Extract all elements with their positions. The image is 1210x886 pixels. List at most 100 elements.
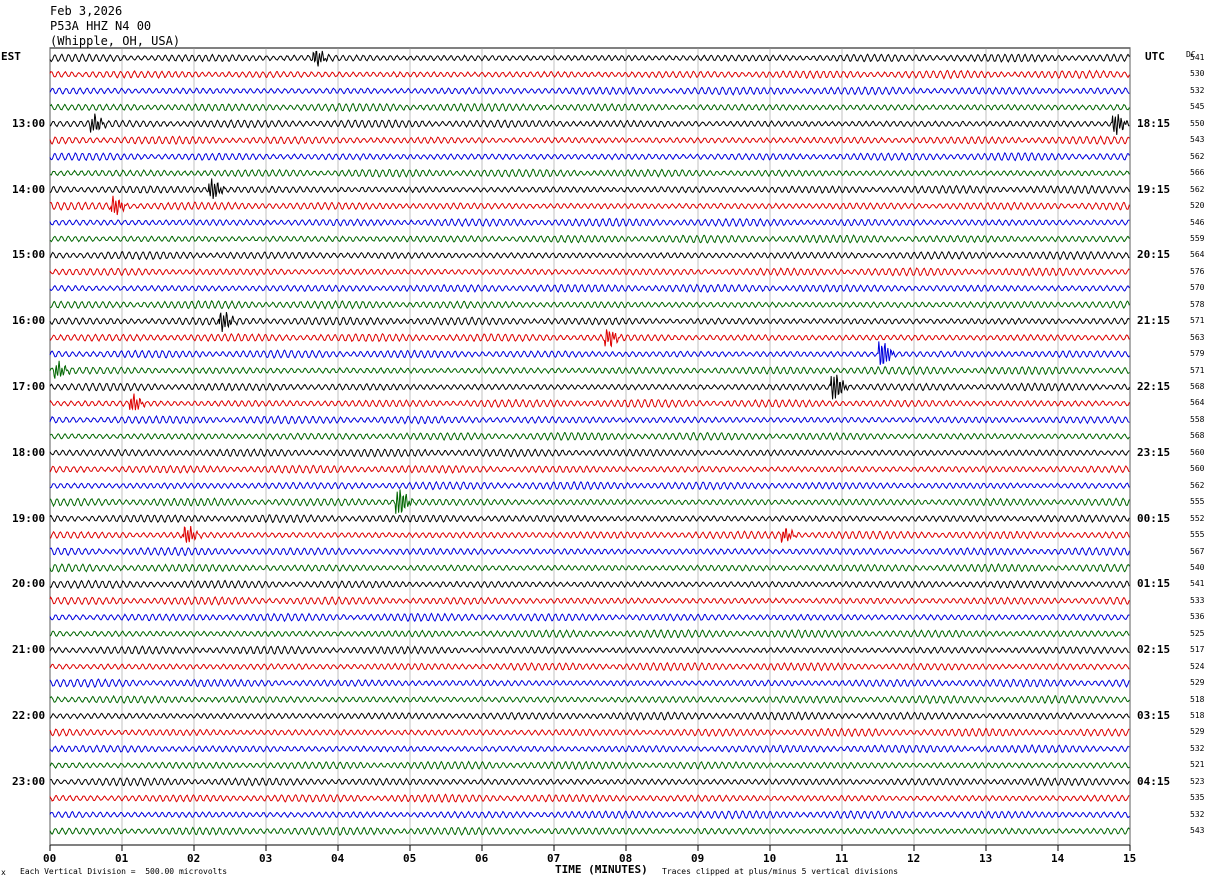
trace-line bbox=[50, 777, 1130, 787]
x-tick-label: 13 bbox=[979, 852, 993, 865]
dc-offset-label: 560 bbox=[1190, 447, 1205, 457]
trace-line bbox=[49, 612, 1130, 623]
x-tick-label: 14 bbox=[1051, 852, 1065, 865]
trace-line bbox=[49, 393, 1130, 411]
x-tick-label: 01 bbox=[115, 852, 129, 865]
dc-offset-label: 545 bbox=[1190, 102, 1205, 112]
left-time-label: 16:00 bbox=[12, 314, 46, 328]
right-time-label: 04:15 bbox=[1137, 774, 1171, 788]
right-time-label: 18:15 bbox=[1137, 116, 1171, 130]
dc-offset-label: 543 bbox=[1190, 135, 1205, 145]
dc-offset-label: 555 bbox=[1190, 530, 1205, 540]
x-tick-label: 02 bbox=[187, 852, 201, 865]
dc-offset-label: 564 bbox=[1190, 250, 1205, 260]
left-time-label: 13:00 bbox=[12, 116, 46, 130]
dc-offset-label: 521 bbox=[1190, 760, 1205, 770]
trace-line bbox=[49, 50, 1130, 67]
left-time-label: 19:00 bbox=[12, 511, 46, 525]
dc-offset-label: 518 bbox=[1190, 711, 1205, 720]
trace-line bbox=[49, 744, 1130, 754]
trace-line bbox=[49, 86, 1130, 96]
x-tick-label: 10 bbox=[763, 852, 777, 865]
dc-offset-label: 520 bbox=[1190, 201, 1205, 211]
left-time-label: 21:00 bbox=[12, 643, 46, 657]
dc-offset-label: 570 bbox=[1190, 283, 1205, 293]
trace-line bbox=[49, 694, 1130, 705]
dc-offset-label: 571 bbox=[1190, 316, 1205, 326]
trace-line bbox=[49, 217, 1130, 228]
trace-line bbox=[49, 113, 1130, 135]
dc-offset-label: 518 bbox=[1190, 694, 1205, 704]
dc-offset-label: 566 bbox=[1190, 168, 1205, 178]
trace-line bbox=[49, 595, 1130, 606]
x-tick-label: 11 bbox=[835, 852, 849, 865]
trace-line bbox=[49, 480, 1130, 491]
station-label: P53A HHZ N4 00 bbox=[50, 19, 152, 33]
trace-line bbox=[49, 178, 1130, 199]
dc-offset-label: 529 bbox=[1190, 678, 1205, 688]
left-time-label: 17:00 bbox=[12, 380, 46, 393]
right-time-label: 21:15 bbox=[1137, 314, 1171, 328]
footer-corner-mark: x bbox=[1, 868, 6, 877]
dc-offset-label: 540 bbox=[1190, 562, 1205, 572]
dc-offset-label: 552 bbox=[1190, 513, 1205, 523]
trace-line bbox=[49, 563, 1130, 573]
trace-line bbox=[49, 809, 1130, 820]
right-time-label: 01:15 bbox=[1137, 577, 1171, 591]
trace-line bbox=[49, 526, 1130, 543]
dc-offset-label: 568 bbox=[1190, 382, 1205, 391]
dc-offset-label: 560 bbox=[1190, 464, 1205, 474]
dc-offset-label: 576 bbox=[1190, 266, 1205, 276]
dc-offset-label: 562 bbox=[1190, 151, 1205, 161]
trace-line bbox=[49, 360, 1130, 379]
left-time-label: 15:00 bbox=[12, 248, 46, 262]
dc-offset-label: 525 bbox=[1190, 628, 1205, 638]
left-timezone-label: EST bbox=[1, 50, 21, 63]
dc-offset-label: 523 bbox=[1190, 776, 1205, 786]
trace-line bbox=[49, 152, 1130, 162]
dc-offset-label: 530 bbox=[1190, 69, 1205, 79]
trace-line bbox=[49, 250, 1130, 261]
dc-offset-label: 532 bbox=[1190, 809, 1205, 819]
dc-offset-label: 541 bbox=[1190, 53, 1205, 62]
trace-line bbox=[49, 341, 1130, 365]
right-time-label: 23:15 bbox=[1137, 445, 1171, 459]
dc-offset-label: 543 bbox=[1190, 826, 1205, 836]
x-axis-label: TIME (MINUTES) bbox=[555, 863, 648, 876]
dc-offset-label: 535 bbox=[1190, 793, 1205, 803]
x-tick-label: 09 bbox=[691, 852, 705, 865]
dc-offset-label: 562 bbox=[1190, 184, 1205, 194]
trace-line bbox=[49, 579, 1130, 590]
x-tick-label: 05 bbox=[403, 852, 417, 865]
left-time-label: 14:00 bbox=[12, 182, 46, 196]
dc-offset-label: 567 bbox=[1190, 546, 1205, 556]
dc-offset-label: 578 bbox=[1190, 299, 1205, 309]
dc-offset-label: 568 bbox=[1190, 431, 1205, 441]
footer-scale-text: Each Vertical Division = 500.00 microvol… bbox=[20, 867, 228, 876]
dc-header-label: DC bbox=[1186, 50, 1196, 59]
trace-line bbox=[49, 311, 1130, 333]
trace-line bbox=[49, 374, 1130, 400]
dc-offset-label: 550 bbox=[1190, 118, 1205, 128]
trace-line bbox=[49, 678, 1130, 688]
x-tick-label: 06 bbox=[475, 852, 489, 865]
x-tick-label: 15 bbox=[1123, 852, 1137, 865]
trace-line bbox=[49, 645, 1130, 655]
dc-offset-label: 555 bbox=[1190, 497, 1205, 507]
trace-line bbox=[49, 267, 1130, 277]
right-time-label: 02:15 bbox=[1137, 643, 1171, 657]
dc-offset-label: 536 bbox=[1190, 612, 1205, 622]
dc-offset-label: 532 bbox=[1190, 85, 1205, 95]
trace-line bbox=[49, 431, 1130, 442]
trace-line bbox=[49, 727, 1130, 738]
x-tick-label: 04 bbox=[331, 852, 345, 865]
left-time-label: 20:00 bbox=[12, 577, 46, 591]
left-time-label: 23:00 bbox=[12, 774, 46, 788]
trace-line bbox=[49, 661, 1130, 672]
dc-offset-label: 558 bbox=[1190, 414, 1205, 424]
plot-frame bbox=[49, 47, 1131, 846]
dc-offset-label: 541 bbox=[1190, 579, 1205, 589]
trace-line bbox=[49, 283, 1130, 293]
trace-line bbox=[49, 546, 1130, 557]
trace-line bbox=[49, 514, 1130, 524]
